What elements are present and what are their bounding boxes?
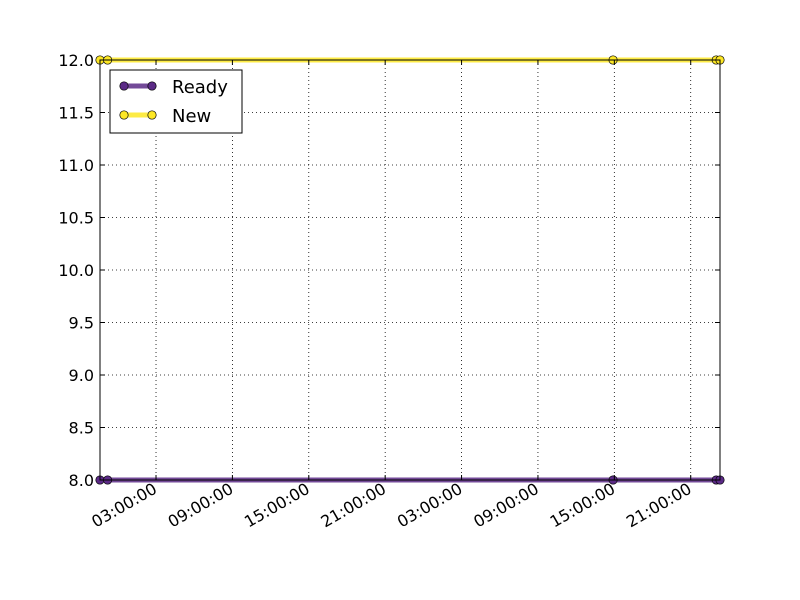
y-tick-label: 9.5 (69, 314, 94, 333)
y-tick-label: 11.5 (58, 104, 94, 123)
legend-marker-ready (147, 81, 157, 91)
y-tick-label: 12.0 (58, 51, 94, 70)
y-tick-label: 10.0 (58, 261, 94, 280)
y-tick-label: 9.0 (69, 366, 94, 385)
legend-marker-new (119, 110, 129, 120)
legend-box (109, 69, 243, 134)
y-tick-label: 8.0 (69, 471, 94, 490)
y-tick-label: 8.5 (69, 419, 94, 438)
legend-marker-ready (119, 81, 129, 91)
legend: Ready New (109, 69, 243, 134)
legend-marker-new (147, 110, 157, 120)
y-tick-label: 10.5 (58, 209, 94, 228)
legend-label-new: New (172, 106, 211, 127)
y-tick-label: 11.0 (58, 156, 94, 175)
legend-label-ready: Ready (172, 77, 228, 98)
grid-lines (100, 60, 720, 480)
